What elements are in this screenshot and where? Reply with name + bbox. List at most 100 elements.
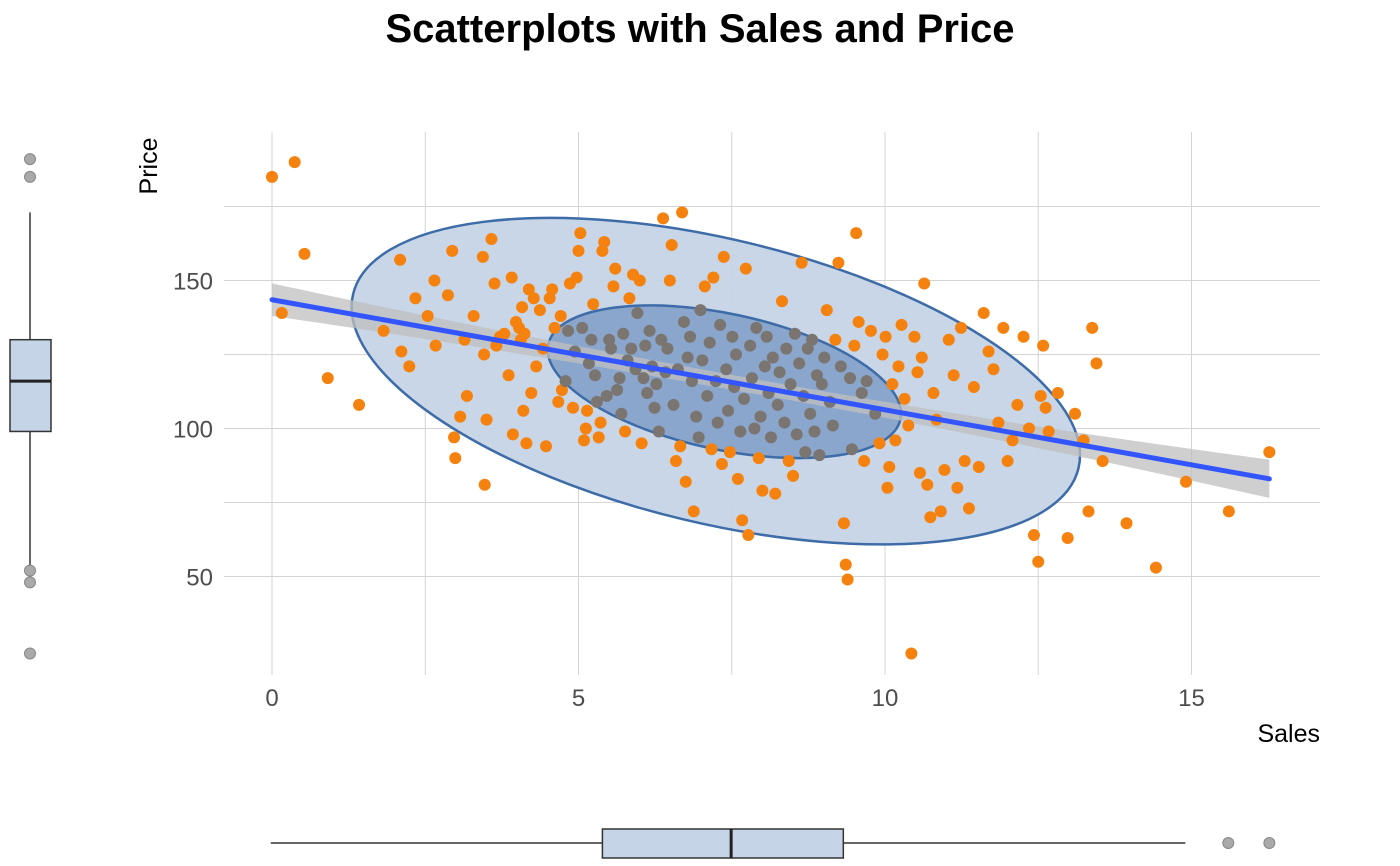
data-point xyxy=(1034,389,1047,402)
y-axis-title: Price xyxy=(135,138,163,195)
data-point xyxy=(562,324,575,337)
x-tick-label: 10 xyxy=(872,685,899,712)
data-point xyxy=(498,327,511,340)
data-point xyxy=(911,366,924,379)
data-point xyxy=(752,452,765,465)
data-point xyxy=(321,372,334,385)
data-point xyxy=(898,392,911,405)
data-point xyxy=(760,330,773,343)
chart-title: Scatterplots with Sales and Price xyxy=(385,7,1014,51)
data-point xyxy=(1006,434,1019,447)
data-point xyxy=(742,529,755,542)
data-point xyxy=(446,244,459,257)
data-point xyxy=(977,307,990,320)
data-point xyxy=(734,425,747,438)
data-point xyxy=(266,170,278,183)
data-point xyxy=(714,318,727,331)
data-point xyxy=(631,307,644,320)
data-point xyxy=(665,238,678,251)
data-point xyxy=(454,410,467,423)
data-point xyxy=(589,369,602,382)
data-point xyxy=(701,389,714,402)
boxplot-x-outlier xyxy=(1263,837,1276,849)
data-point xyxy=(967,381,980,394)
data-point xyxy=(1032,555,1045,568)
data-point xyxy=(527,292,540,305)
regression-line xyxy=(269,297,1272,482)
data-point xyxy=(480,413,493,426)
data-point xyxy=(1027,529,1040,542)
data-point xyxy=(566,401,579,414)
data-point xyxy=(582,357,595,370)
boxplot-y-outlier xyxy=(24,153,36,166)
y-tick-label: 100 xyxy=(173,417,213,444)
data-point xyxy=(829,333,842,346)
data-point xyxy=(540,440,553,453)
data-point xyxy=(826,419,839,432)
data-point xyxy=(736,514,749,527)
data-point xyxy=(525,386,538,399)
data-point xyxy=(476,250,489,263)
data-point xyxy=(1023,422,1036,435)
data-point xyxy=(429,339,442,352)
boxplot-x-outlier xyxy=(1222,837,1235,849)
data-point xyxy=(844,372,857,385)
data-point xyxy=(804,407,817,420)
data-point xyxy=(715,458,728,471)
boxplot-x-box xyxy=(601,828,845,859)
data-point xyxy=(1039,401,1052,414)
data-point xyxy=(692,431,705,444)
data-point xyxy=(639,339,652,352)
data-point xyxy=(744,339,757,352)
data-point xyxy=(669,455,682,468)
y-tick-label: 150 xyxy=(173,269,213,296)
data-point xyxy=(813,449,826,462)
data-point xyxy=(748,422,761,435)
data-point xyxy=(818,351,831,364)
data-point xyxy=(548,321,561,334)
data-point xyxy=(703,336,716,349)
data-point xyxy=(518,327,531,340)
data-point xyxy=(705,443,718,456)
data-point xyxy=(780,342,793,355)
data-point xyxy=(845,443,858,456)
data-point xyxy=(720,363,733,376)
data-point xyxy=(848,339,861,352)
data-point xyxy=(661,342,674,355)
data-point xyxy=(488,277,501,290)
data-point xyxy=(801,342,814,355)
data-point xyxy=(717,250,730,263)
data-point xyxy=(655,333,668,346)
data-point xyxy=(784,378,797,391)
data-point xyxy=(1082,505,1095,518)
data-point xyxy=(1179,475,1192,488)
data-point xyxy=(681,351,694,364)
data-point xyxy=(764,431,777,444)
data-point xyxy=(1011,398,1024,411)
data-point xyxy=(578,434,591,447)
data-point xyxy=(576,321,589,334)
data-point xyxy=(643,324,656,337)
data-point xyxy=(955,321,968,334)
data-point xyxy=(730,348,743,361)
data-point xyxy=(892,360,905,373)
data-point xyxy=(574,227,587,240)
data-point xyxy=(756,484,769,497)
data-point xyxy=(860,375,873,388)
data-point xyxy=(808,425,821,438)
data-point xyxy=(881,481,894,494)
data-point xyxy=(879,330,892,343)
data-point xyxy=(839,558,852,571)
data-point xyxy=(652,425,665,438)
data-point xyxy=(992,416,1005,429)
data-point xyxy=(972,460,985,473)
data-point xyxy=(915,351,928,364)
data-point xyxy=(677,315,690,328)
data-point xyxy=(1017,330,1030,343)
boxplot-y-box xyxy=(9,338,52,433)
data-point xyxy=(478,478,491,491)
data-point xyxy=(609,262,622,275)
data-point xyxy=(1037,339,1050,352)
data-point xyxy=(850,227,863,240)
x-axis-title: Sales xyxy=(1257,720,1320,748)
